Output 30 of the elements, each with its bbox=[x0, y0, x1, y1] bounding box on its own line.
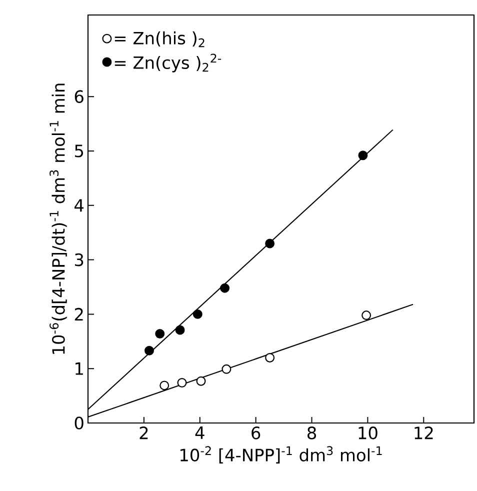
point bbox=[196, 376, 206, 386]
x-axis-title: 10$^{-2}$ [4-NPP]$^{-1}$ dm$^{3}$ mol$^{-1}$ bbox=[180, 446, 382, 464]
point bbox=[177, 378, 187, 388]
legend-label: = Zn(cys )$_{2}$2- bbox=[114, 54, 222, 72]
x-tick-label: 12 bbox=[414, 426, 433, 440]
point bbox=[358, 150, 368, 160]
point bbox=[265, 238, 275, 248]
x-tick-label: 2 bbox=[140, 426, 148, 440]
y-tick-label: 2 bbox=[74, 308, 83, 320]
y-tick-label: 5 bbox=[75, 144, 83, 158]
y-tick-label: 3 bbox=[75, 253, 84, 266]
point bbox=[362, 310, 372, 320]
point bbox=[220, 283, 230, 293]
y-tick-label: 4 bbox=[74, 199, 84, 212]
point bbox=[192, 309, 202, 319]
point bbox=[175, 325, 185, 335]
x-tick-label: 8 bbox=[308, 426, 316, 440]
point bbox=[265, 352, 275, 362]
x-tick-label: 4 bbox=[195, 426, 204, 439]
text: 10$^{-6}$(d[4-NP]/dt)$^{-1}$ dm$^{3}$ mol$^{-1}$ min bbox=[50, 84, 67, 354]
point bbox=[160, 380, 170, 390]
y-tick-label: 0 bbox=[74, 416, 84, 430]
x-tick-label: 6 bbox=[252, 426, 260, 440]
point bbox=[155, 329, 165, 339]
x-tick-label: 10 bbox=[358, 426, 378, 440]
point bbox=[144, 346, 154, 356]
y-tick-label: 6 bbox=[74, 90, 84, 103]
legend-label: = Zn(his )$_{2}$ bbox=[114, 31, 204, 48]
y-tick-label: 1 bbox=[76, 362, 83, 375]
point bbox=[222, 364, 232, 374]
